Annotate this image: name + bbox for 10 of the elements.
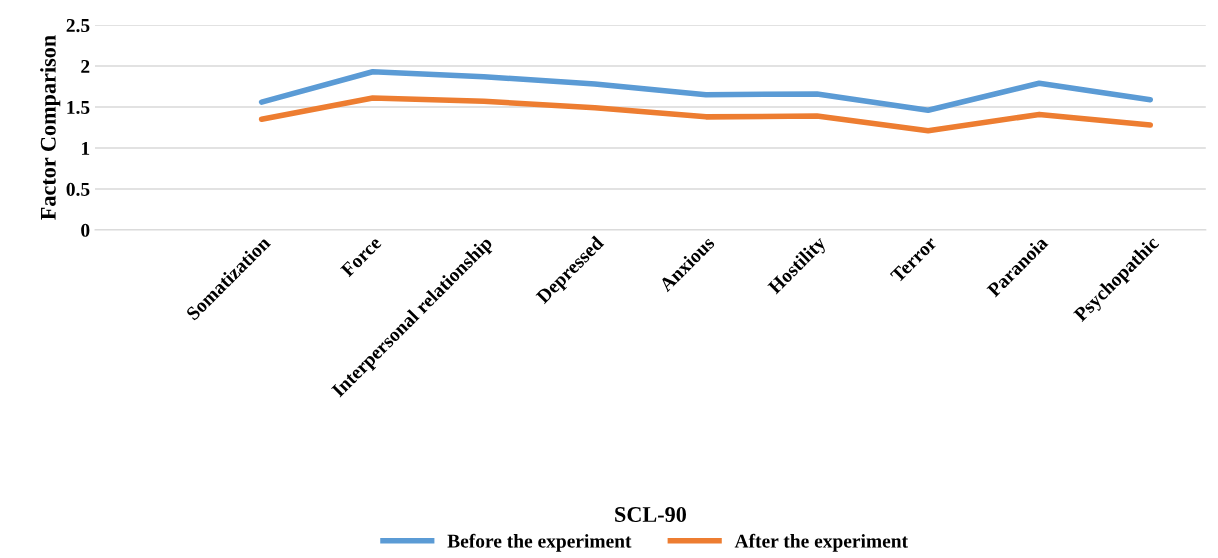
- y-tick-label: 0.5: [66, 182, 90, 196]
- y-tick-label: 2: [81, 59, 90, 73]
- y-tick-label: 1: [81, 141, 90, 155]
- y-tick-label: 0: [81, 223, 90, 237]
- legend-label: Before the experiment: [447, 533, 632, 552]
- y-axis-title: Factor Comparison: [40, 35, 61, 220]
- y-tick-label: 2.5: [66, 18, 90, 33]
- y-tick-label: 1.5: [67, 100, 90, 115]
- x-axis-title: SCL-90: [615, 507, 686, 522]
- legend-label: After the experiment: [734, 533, 908, 552]
